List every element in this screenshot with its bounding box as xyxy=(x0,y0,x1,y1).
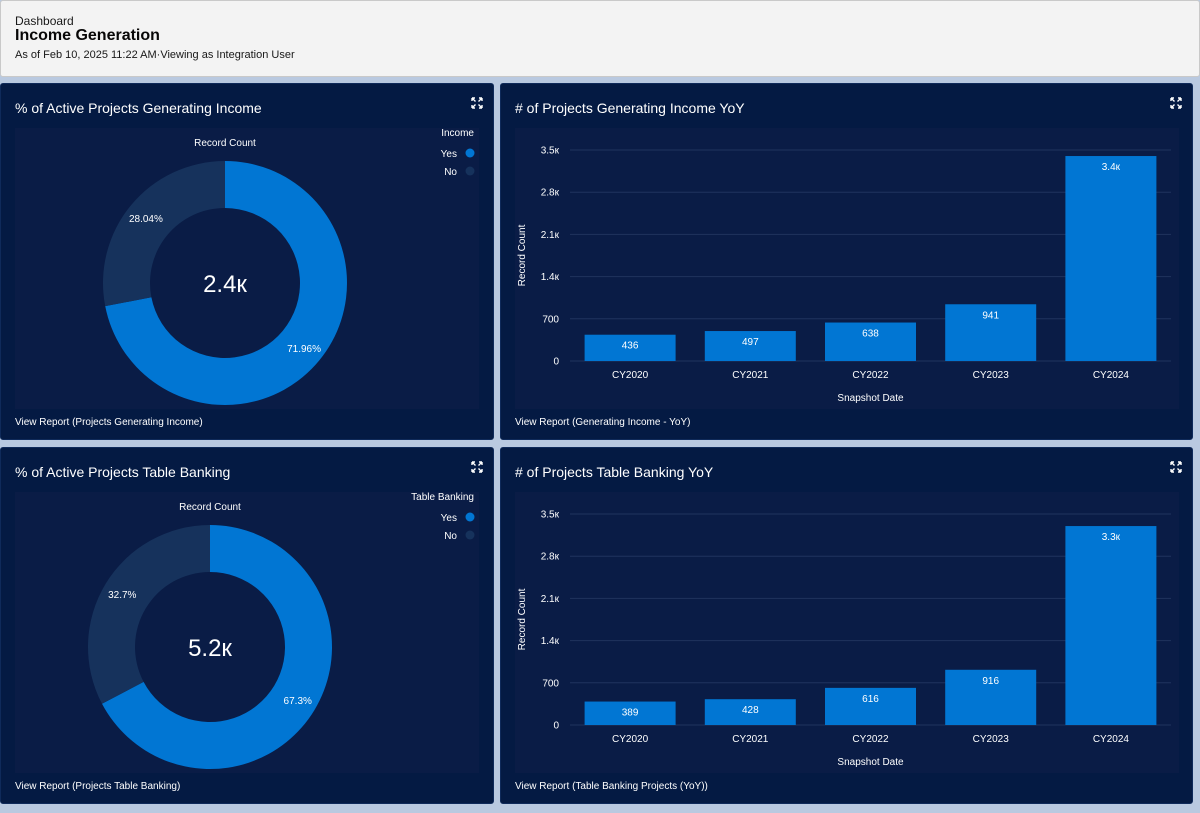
y-tick-label: 3.5к xyxy=(541,146,560,157)
y-axis-label: Record Count xyxy=(517,224,528,286)
y-tick-label: 2.1к xyxy=(541,230,560,241)
panel-title: # of Projects Generating Income YoY xyxy=(515,100,745,116)
dashboard-header: Dashboard Income Generation As of Feb 10… xyxy=(0,0,1200,77)
legend-swatch xyxy=(465,512,475,522)
legend-label: No xyxy=(444,531,457,542)
view-report-link[interactable]: View Report (Projects Table Banking) xyxy=(15,781,181,792)
bar-value-label: 616 xyxy=(862,694,879,705)
x-tick-label: CY2021 xyxy=(732,370,769,381)
bar-value-label: 3.4к xyxy=(1102,162,1121,173)
bar-value-label: 428 xyxy=(742,705,759,716)
table-banking-donut-chart: Record Count Table Banking Yes No 67.3% 32.7%… xyxy=(87,492,475,769)
bar-cy2020 xyxy=(584,701,676,725)
y-tick-label: 700 xyxy=(542,314,559,325)
chart-area: Record Count Table Banking Yes No 67.3% 32.7%… xyxy=(15,492,479,773)
bar-value-label: 497 xyxy=(742,337,759,348)
x-tick-label: CY2024 xyxy=(1093,370,1130,381)
panel-title: # of Projects Table Banking YoY xyxy=(515,464,714,480)
expand-arrows-icon[interactable] xyxy=(1170,461,1182,473)
expand-arrows-icon[interactable] xyxy=(471,97,483,109)
x-tick-label: CY2020 xyxy=(612,734,649,745)
slice-label: 32.7% xyxy=(108,590,136,601)
slice-label: 28.04% xyxy=(129,214,163,225)
income-donut-chart: Record Count Income Yes No 71.96% 28.04% 2.4к xyxy=(103,128,475,405)
donut-slice-yes xyxy=(102,525,333,769)
income-donut-panel: % of Active Projects Generating Income R… xyxy=(0,83,494,440)
x-axis-label: Snapshot Date xyxy=(837,757,904,768)
legend-label: Yes xyxy=(441,149,457,160)
slice-label: 71.96% xyxy=(287,344,321,355)
legend-swatch xyxy=(465,530,475,540)
bar-cy2021 xyxy=(704,699,796,725)
bar-cy2024 xyxy=(1065,156,1157,361)
x-tick-label: CY2020 xyxy=(612,370,649,381)
income-yoy-bar-chart: 0 700 1.4к 2.1к 2.8к 3.5к 436 CY2020 497 CY2021 63… xyxy=(517,146,1171,404)
expand-arrows-icon[interactable] xyxy=(471,461,483,473)
panel-title: % of Active Projects Table Banking xyxy=(15,464,231,480)
x-tick-label: CY2022 xyxy=(852,734,889,745)
y-tick-label: 0 xyxy=(553,721,559,732)
dashboard-label: Dashboard xyxy=(15,14,74,28)
bar-value-label: 3.3к xyxy=(1102,532,1121,543)
panel-title: % of Active Projects Generating Income xyxy=(15,100,262,116)
page-title: Income Generation xyxy=(15,27,160,44)
legend-title: Income xyxy=(441,128,474,139)
table-banking-yoy-bar-chart: 0 700 1.4к 2.1к 2.8к 3.5к 389 CY2020 428 CY2021 61… xyxy=(517,510,1171,768)
table-banking-donut-panel: % of Active Projects Table Banking Recor… xyxy=(0,447,494,804)
y-tick-label: 1.4к xyxy=(541,636,560,647)
bar-value-label: 389 xyxy=(622,708,639,719)
bar-cy2024 xyxy=(1065,526,1157,725)
y-tick-label: 2.8к xyxy=(541,552,560,563)
bar-cy2023 xyxy=(945,669,1037,725)
x-tick-label: CY2022 xyxy=(852,370,889,381)
bar-value-label: 638 xyxy=(862,329,879,340)
refresh-status: As of Feb 10, 2025 11:22 AM·Viewing as I… xyxy=(15,49,295,61)
center-total: 5.2к xyxy=(188,635,232,662)
y-tick-label: 700 xyxy=(542,678,559,689)
y-tick-label: 2.8к xyxy=(541,188,560,199)
chart-area: Record Count Income Yes No 71.96% 28.04% 2.4к xyxy=(15,128,479,409)
income-yoy-panel: # of Projects Generating Income YoY 0 700… xyxy=(500,83,1193,440)
chart-title: Record Count xyxy=(179,502,241,513)
x-axis-label: Snapshot Date xyxy=(837,393,904,404)
y-tick-label: 1.4к xyxy=(541,272,560,283)
center-total: 2.4к xyxy=(203,271,247,298)
table-banking-yoy-panel: # of Projects Table Banking YoY 0 700 1.4к… xyxy=(500,447,1193,804)
x-tick-label: CY2023 xyxy=(973,734,1010,745)
view-report-link[interactable]: View Report (Projects Generating Income) xyxy=(15,417,203,428)
view-report-link[interactable]: View Report (Table Banking Projects (YoY… xyxy=(515,781,708,792)
slice-label: 67.3% xyxy=(284,696,312,707)
legend-title: Table Banking xyxy=(411,492,474,503)
x-tick-label: CY2023 xyxy=(973,370,1010,381)
bar-cy2020 xyxy=(584,334,676,361)
x-tick-label: CY2021 xyxy=(732,734,769,745)
donut-slice-no xyxy=(103,161,225,307)
chart-area: 0 700 1.4к 2.1к 2.8к 3.5к 436 CY2020 497 CY2021 63… xyxy=(515,128,1179,409)
chart-title: Record Count xyxy=(194,138,256,149)
y-axis-label: Record Count xyxy=(517,588,528,650)
bar-cy2022 xyxy=(825,687,916,725)
x-tick-label: CY2024 xyxy=(1093,734,1130,745)
legend-label: Yes xyxy=(441,513,457,524)
y-tick-label: 3.5к xyxy=(541,510,560,521)
legend-swatch xyxy=(465,148,475,158)
y-tick-label: 2.1к xyxy=(541,594,560,605)
bar-cy2022 xyxy=(825,322,916,361)
donut-slice-yes xyxy=(105,161,348,405)
donut-slice-no xyxy=(87,525,210,704)
expand-arrows-icon[interactable] xyxy=(1170,97,1182,109)
bar-cy2023 xyxy=(945,304,1037,361)
view-report-link[interactable]: View Report (Generating Income - YoY) xyxy=(515,417,691,428)
legend-label: No xyxy=(444,167,457,178)
bar-cy2021 xyxy=(704,331,796,361)
bar-value-label: 916 xyxy=(982,676,999,687)
chart-area: 0 700 1.4к 2.1к 2.8к 3.5к 389 CY2020 428 CY2021 61… xyxy=(515,492,1179,773)
bar-value-label: 941 xyxy=(982,310,999,321)
legend-swatch xyxy=(465,166,475,176)
y-tick-label: 0 xyxy=(553,357,559,368)
bar-value-label: 436 xyxy=(622,341,639,352)
